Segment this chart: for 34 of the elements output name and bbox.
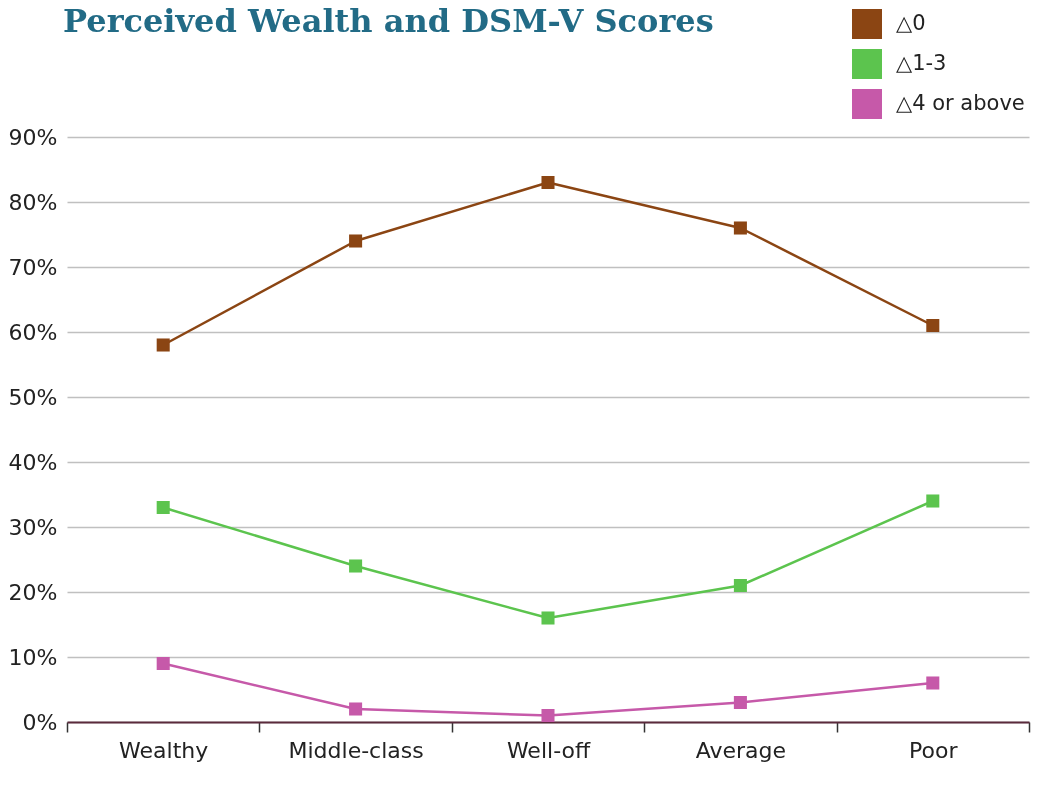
legend-label: △0 — [896, 11, 926, 35]
y-tick-label: 40% — [8, 449, 58, 475]
point — [733, 695, 747, 710]
point — [926, 676, 940, 690]
y-tick-label: 30% — [8, 514, 58, 540]
y-tick-label: 10% — [8, 644, 58, 670]
point — [733, 578, 747, 593]
x-tick-label: Wealthy — [119, 737, 209, 763]
point — [541, 611, 555, 625]
point — [541, 175, 555, 190]
point — [926, 318, 940, 333]
point — [733, 221, 747, 235]
point — [349, 559, 363, 573]
y-tick-label: 50% — [8, 384, 58, 410]
y-tick-label: 0% — [22, 709, 58, 735]
point — [156, 656, 170, 671]
point — [541, 708, 555, 723]
legend-label: △1-3 — [896, 51, 947, 75]
point — [156, 500, 170, 515]
point — [926, 494, 940, 508]
point — [156, 338, 170, 352]
y-tick-label: 60% — [8, 319, 58, 345]
y-tick-label: 90% — [8, 124, 58, 150]
y-tick-label: 20% — [8, 579, 58, 605]
point — [349, 702, 363, 716]
y-tick-label: 80% — [8, 189, 58, 215]
point — [349, 234, 363, 248]
x-tick-label: Well-off — [506, 737, 591, 763]
x-tick-label: Middle-class — [288, 737, 424, 763]
chart-title: Perceived Wealth and DSM-V Scores — [63, 2, 714, 40]
y-tick-label: 70% — [8, 254, 58, 280]
legend-label: △4 or above — [896, 91, 1025, 115]
x-tick-label: Average — [695, 737, 787, 763]
x-tick-label: Poor — [909, 737, 959, 763]
